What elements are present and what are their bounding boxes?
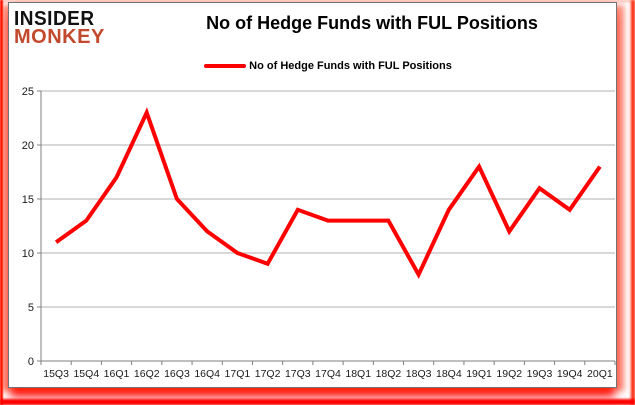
- x-tick-label: 19Q4: [557, 368, 583, 380]
- red-frame-left: [0, 0, 3, 405]
- x-tick-label: 18Q4: [436, 368, 462, 380]
- x-tick-label: 16Q2: [134, 368, 160, 380]
- x-tick-label: 20Q1: [587, 368, 613, 380]
- legend-line-swatch: [204, 64, 247, 68]
- x-tick-label: 19Q1: [466, 368, 492, 380]
- y-tick-label: 25: [22, 86, 34, 98]
- red-frame-bottom: [0, 399, 635, 405]
- y-tick-label: 15: [22, 194, 34, 206]
- series-line: [54, 107, 602, 279]
- insider-monkey-logo: INSIDER MONKEY: [14, 9, 105, 47]
- x-tick-label: 18Q1: [345, 368, 371, 380]
- x-tick-label: 16Q4: [194, 368, 220, 380]
- x-tick-label: 15Q4: [73, 368, 99, 380]
- logo-insider-text: INSIDER: [14, 7, 95, 30]
- legend: No of Hedge Funds with FUL Positions: [41, 59, 615, 73]
- x-tick-label: 17Q2: [255, 368, 281, 380]
- chart-title: No of Hedge Funds with FUL Positions: [206, 13, 538, 33]
- x-tick-label: 19Q3: [527, 368, 553, 380]
- y-tick-label: 0: [28, 356, 34, 368]
- chart-panel: INSIDER MONKEY No of Hedge Funds with FU…: [8, 2, 617, 388]
- x-tick-label: 18Q2: [376, 368, 402, 380]
- x-tick-label: 17Q1: [225, 368, 251, 380]
- x-tick-label: 19Q2: [496, 368, 522, 380]
- x-tick-label: 15Q3: [43, 368, 69, 380]
- y-tick-label: 20: [22, 140, 34, 152]
- x-tick-label: 16Q3: [164, 368, 190, 380]
- red-frame-right: [631, 0, 635, 405]
- line-chart-plot: 0 5 10 15 20 25 15Q3 15Q4 16Q1 16Q2 16Q3 16Q4 17Q1 17…: [22, 86, 616, 380]
- legend-label: No of Hedge Funds with FUL Positions: [249, 60, 452, 72]
- y-tick-label: 10: [22, 248, 34, 260]
- y-tick-label: 5: [28, 302, 34, 314]
- x-tick-label: 16Q1: [104, 368, 130, 380]
- x-tick-label: 17Q3: [285, 368, 311, 380]
- logo-monkey-text: MONKEY: [14, 26, 105, 48]
- x-tick-label: 17Q4: [315, 368, 341, 380]
- red-frame-top: [0, 0, 635, 2]
- x-tick-label: 18Q3: [406, 368, 432, 380]
